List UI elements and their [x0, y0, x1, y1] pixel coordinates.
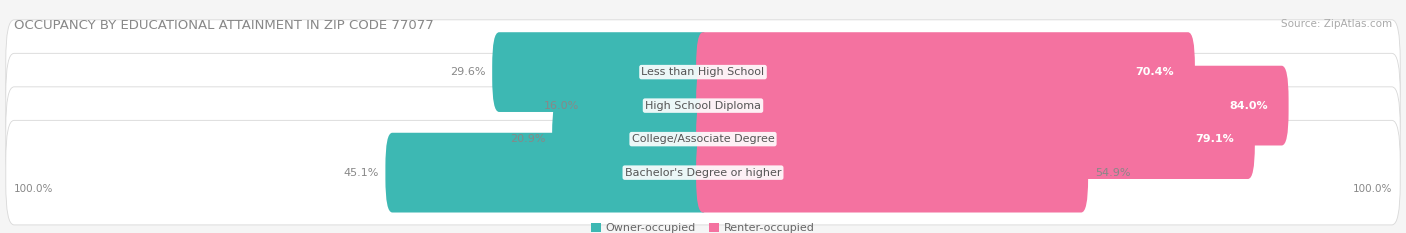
Text: High School Diploma: High School Diploma [645, 101, 761, 111]
FancyBboxPatch shape [696, 32, 1195, 112]
FancyBboxPatch shape [6, 87, 1400, 191]
FancyBboxPatch shape [696, 133, 1088, 212]
Text: OCCUPANCY BY EDUCATIONAL ATTAINMENT IN ZIP CODE 77077: OCCUPANCY BY EDUCATIONAL ATTAINMENT IN Z… [14, 19, 434, 32]
Text: 20.9%: 20.9% [510, 134, 546, 144]
Text: 45.1%: 45.1% [343, 168, 378, 178]
Text: 29.6%: 29.6% [450, 67, 485, 77]
Text: 84.0%: 84.0% [1229, 101, 1268, 111]
FancyBboxPatch shape [586, 66, 710, 145]
Text: Bachelor's Degree or higher: Bachelor's Degree or higher [624, 168, 782, 178]
FancyBboxPatch shape [385, 133, 710, 212]
Text: 16.0%: 16.0% [544, 101, 579, 111]
FancyBboxPatch shape [696, 66, 1289, 145]
Text: College/Associate Degree: College/Associate Degree [631, 134, 775, 144]
Text: 100.0%: 100.0% [14, 184, 53, 194]
Text: Source: ZipAtlas.com: Source: ZipAtlas.com [1281, 19, 1392, 29]
Text: 70.4%: 70.4% [1136, 67, 1174, 77]
FancyBboxPatch shape [6, 120, 1400, 225]
Text: 79.1%: 79.1% [1195, 134, 1234, 144]
FancyBboxPatch shape [6, 20, 1400, 124]
FancyBboxPatch shape [6, 53, 1400, 158]
Text: Less than High School: Less than High School [641, 67, 765, 77]
Text: 100.0%: 100.0% [1353, 184, 1392, 194]
Legend: Owner-occupied, Renter-occupied: Owner-occupied, Renter-occupied [592, 223, 814, 233]
FancyBboxPatch shape [492, 32, 710, 112]
FancyBboxPatch shape [553, 99, 710, 179]
FancyBboxPatch shape [696, 99, 1254, 179]
Text: 54.9%: 54.9% [1095, 168, 1130, 178]
